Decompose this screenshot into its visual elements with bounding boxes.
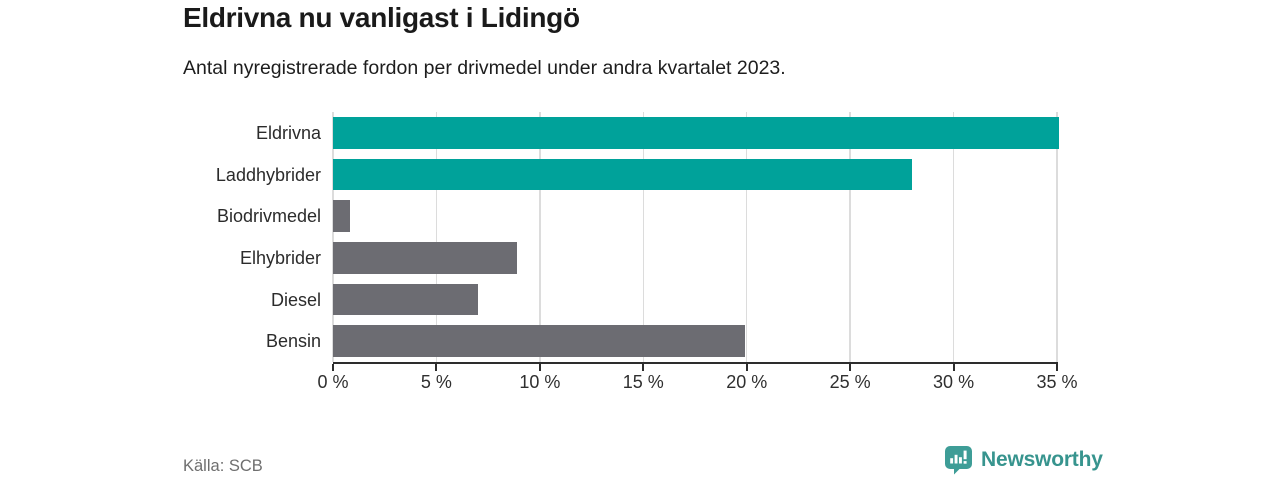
category-label: Diesel (270, 289, 321, 310)
x-tick-label: 20 % (726, 372, 768, 392)
chart-subtitle: Antal nyregistrerade fordon per drivmede… (183, 57, 786, 79)
gridline (642, 112, 645, 362)
category-label: Bensin (265, 331, 321, 352)
x-tick (435, 364, 438, 371)
x-tick-label: 0 % (317, 372, 349, 392)
gridline (952, 112, 955, 362)
x-tick (952, 364, 955, 371)
x-tick (332, 364, 334, 371)
bar-eldrivna (333, 117, 1060, 149)
bar-laddhybrider (333, 158, 913, 191)
x-tick (849, 364, 852, 371)
x-tick-label: 5 % (420, 372, 452, 392)
bar-diesel (333, 283, 478, 316)
x-tick (538, 364, 541, 371)
bar-elhybrider (333, 242, 518, 274)
x-tick-label: 10 % (519, 372, 561, 392)
gridline (539, 112, 541, 362)
newsworthy-barchart-pin-icon (944, 445, 973, 475)
x-tick (642, 364, 645, 371)
gridline (745, 112, 748, 362)
x-tick (745, 364, 748, 371)
plot-area (332, 112, 1060, 362)
category-label: Biodrivmedel (216, 206, 321, 227)
chart-title: Eldrivna nu vanligast i Lidingö (183, 2, 580, 33)
bar-biodrivmedel (333, 200, 350, 232)
bar-bensin (333, 325, 745, 357)
brand-logo: Newsworthy (944, 445, 1103, 475)
source-note: Källa: SCB (183, 457, 263, 475)
category-label: Eldrivna (255, 122, 321, 143)
gridline (332, 112, 334, 362)
x-tick-label: 35 % (1036, 372, 1078, 392)
gridline (849, 112, 851, 362)
category-label: Elhybrider (239, 247, 321, 268)
category-label: Laddhybrider (215, 164, 321, 185)
x-tick-label: 25 % (829, 372, 871, 392)
gridline (1056, 112, 1058, 362)
x-tick (1056, 364, 1058, 371)
x-tick-label: 15 % (622, 372, 664, 392)
x-axis-line (333, 362, 1058, 364)
gridline (435, 112, 438, 362)
x-tick-label: 30 % (933, 372, 975, 392)
brand-name: Newsworthy (981, 448, 1103, 471)
